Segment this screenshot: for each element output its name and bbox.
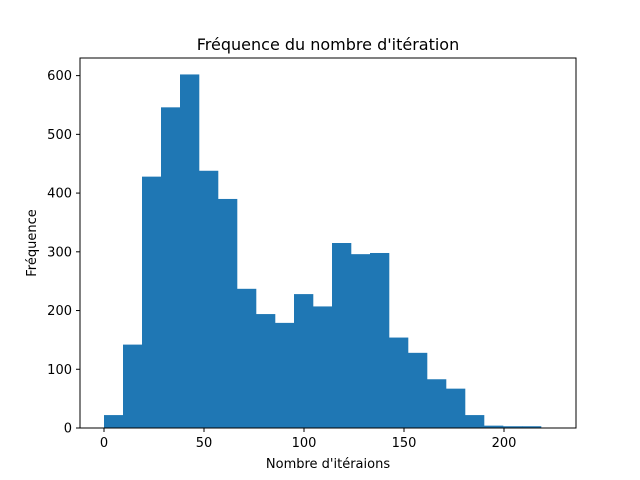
histogram-bar-20 xyxy=(484,425,504,428)
x-axis-label: Nombre d'itéraions xyxy=(266,457,390,472)
histogram-bar-21 xyxy=(503,426,523,428)
y-tick-label: 200 xyxy=(47,304,72,319)
x-axis-ticks: 0 50 100 150 200 xyxy=(100,428,517,451)
x-tick-label: 200 xyxy=(492,436,517,451)
x-tick-label: 50 xyxy=(196,436,213,451)
histogram-bar-2 xyxy=(142,176,162,428)
histogram-bars xyxy=(104,74,542,428)
x-tick-label: 0 xyxy=(100,436,108,451)
histogram-bar-9 xyxy=(275,322,295,428)
histogram-bar-5 xyxy=(199,170,219,428)
histogram-bar-16 xyxy=(408,352,428,428)
histogram-bar-12 xyxy=(332,243,352,428)
histogram-bar-15 xyxy=(389,337,409,428)
histogram-bar-18 xyxy=(446,388,466,428)
histogram-bar-10 xyxy=(294,294,314,428)
histogram-bar-4 xyxy=(180,74,200,428)
plot-frame xyxy=(79,57,577,429)
histogram-bar-19 xyxy=(465,415,485,428)
y-tick-label: 400 xyxy=(47,187,72,202)
y-tick-label: 0 xyxy=(64,422,72,437)
y-axis-label: Fréquence xyxy=(25,209,40,276)
histogram-bar-7 xyxy=(237,288,257,428)
histogram-bar-1 xyxy=(123,344,143,428)
x-tick-label: 150 xyxy=(392,436,417,451)
histogram-bar-22 xyxy=(522,426,542,428)
histogram-bar-17 xyxy=(427,379,447,428)
histogram-bar-13 xyxy=(351,254,371,428)
x-tick-label: 100 xyxy=(292,436,317,451)
y-tick-label: 600 xyxy=(47,69,72,84)
histogram-bar-11 xyxy=(313,306,333,428)
y-tick-label: 100 xyxy=(47,363,72,378)
histogram-bar-8 xyxy=(256,314,276,428)
histogram-bar-3 xyxy=(161,107,181,428)
histogram-bar-0 xyxy=(104,415,124,428)
y-tick-label: 300 xyxy=(47,245,72,260)
chart-title: Fréquence du nombre d'itération xyxy=(197,35,459,54)
histogram-bar-14 xyxy=(370,252,390,428)
histogram-bar-6 xyxy=(218,198,238,428)
y-tick-label: 500 xyxy=(47,128,72,143)
y-axis-ticks: 0 100 200 300 400 500 600 xyxy=(47,69,80,437)
